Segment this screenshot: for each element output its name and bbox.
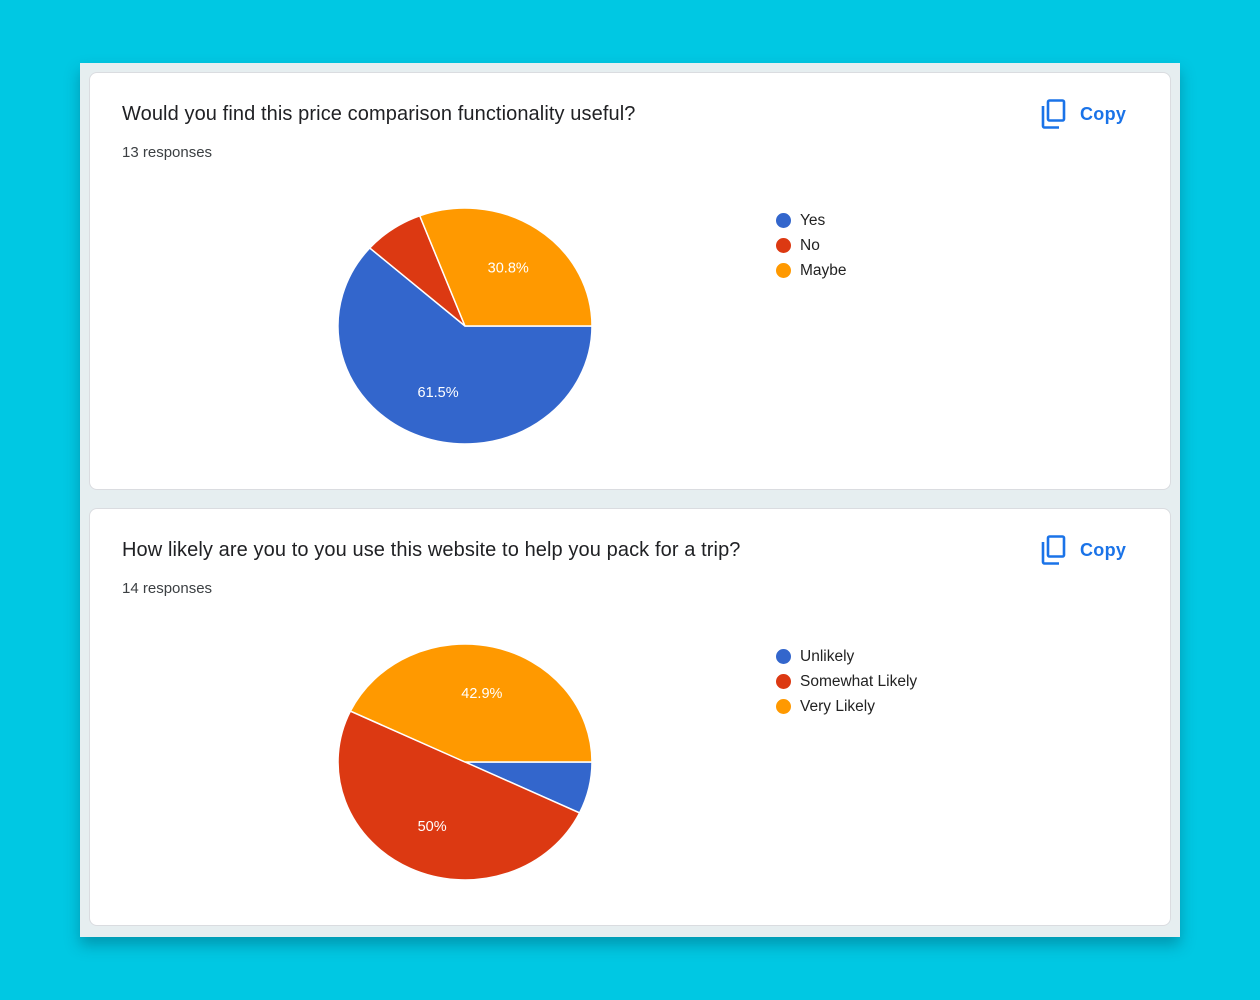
slice-data-label: 61.5% bbox=[418, 385, 459, 401]
question-title: Would you find this price comparison fun… bbox=[122, 103, 636, 125]
pie-slice-somewhat-likely[interactable] bbox=[337, 710, 581, 881]
copy-icon bbox=[1041, 535, 1066, 565]
pie-slice-very-likely[interactable] bbox=[349, 643, 593, 763]
response-count: 14 responses bbox=[122, 580, 213, 597]
legend-item-unlikely[interactable]: Unlikely bbox=[776, 644, 917, 669]
legend-item-maybe[interactable]: Maybe bbox=[776, 258, 847, 283]
legend-item-somewhat-likely[interactable]: Somewhat Likely bbox=[776, 669, 917, 694]
chart-legend: Yes No Maybe bbox=[776, 208, 847, 283]
slice-data-label: 50% bbox=[418, 819, 447, 835]
legend-label: Maybe bbox=[800, 261, 847, 279]
legend-label: Yes bbox=[800, 211, 826, 229]
copy-label: Copy bbox=[1080, 103, 1127, 124]
legend-label: Unlikely bbox=[800, 647, 855, 665]
legend-item-very-likely[interactable]: Very Likely bbox=[776, 694, 917, 719]
copy-icon bbox=[1041, 99, 1066, 129]
legend-swatch bbox=[776, 649, 791, 664]
copy-chart-button[interactable]: Copy bbox=[1040, 96, 1126, 132]
legend-swatch bbox=[776, 263, 791, 278]
question-card: Would you find this price comparison fun… bbox=[89, 72, 1171, 490]
response-count: 13 responses bbox=[122, 144, 213, 161]
slice-data-label: 42.9% bbox=[461, 686, 502, 702]
legend-swatch bbox=[776, 699, 791, 714]
legend-label: Somewhat Likely bbox=[800, 672, 918, 690]
legend-swatch bbox=[776, 213, 791, 228]
legend-swatch bbox=[776, 674, 791, 689]
chart-legend: Unlikely Somewhat Likely Very Likely bbox=[776, 644, 917, 719]
legend-label: Very Likely bbox=[800, 697, 875, 715]
pie-chart: 50% 42.9% bbox=[337, 643, 593, 881]
slice-data-label: 30.8% bbox=[488, 261, 529, 277]
question-title: How likely are you to you use this websi… bbox=[122, 539, 741, 561]
pie-slice-maybe[interactable] bbox=[418, 207, 593, 327]
legend-swatch bbox=[776, 238, 791, 253]
copy-label: Copy bbox=[1080, 539, 1127, 560]
copy-chart-button[interactable]: Copy bbox=[1040, 532, 1126, 568]
question-card: How likely are you to you use this websi… bbox=[89, 508, 1171, 926]
legend-item-no[interactable]: No bbox=[776, 233, 847, 258]
pie-chart: 61.5% 30.8% bbox=[337, 207, 593, 445]
legend-item-yes[interactable]: Yes bbox=[776, 208, 847, 233]
pie-slice-yes[interactable] bbox=[337, 246, 593, 445]
results-panel: Would you find this price comparison fun… bbox=[80, 63, 1180, 937]
legend-label: No bbox=[800, 236, 820, 254]
